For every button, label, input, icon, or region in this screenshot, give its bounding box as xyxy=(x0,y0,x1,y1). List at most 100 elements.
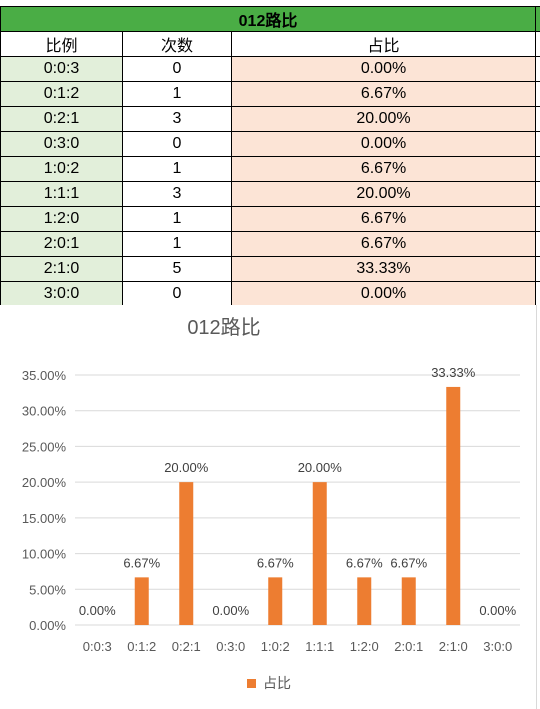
percent-cell[interactable]: 0.00% xyxy=(230,281,537,307)
ratio-cell[interactable]: 0:3:0 xyxy=(0,131,123,157)
blank-cell[interactable] xyxy=(535,231,540,257)
bar[interactable] xyxy=(268,577,283,625)
data-label: 6.67% xyxy=(257,555,294,570)
percent-cell[interactable]: 6.67% xyxy=(230,206,537,232)
table-row: 1:0:2 1 6.67% xyxy=(0,156,540,182)
x-tick-label: 0:2:1 xyxy=(172,639,201,654)
blank-cell[interactable] xyxy=(535,56,540,82)
count-cell[interactable]: 1 xyxy=(122,231,232,257)
table-title[interactable]: 012路比 xyxy=(0,6,537,32)
table-row: 3:0:0 0 0.00% xyxy=(0,281,540,307)
blank-cell[interactable] xyxy=(535,131,540,157)
blank-cell[interactable] xyxy=(535,256,540,282)
ratio-cell[interactable]: 2:0:1 xyxy=(0,231,123,257)
x-tick-label: 2:0:1 xyxy=(394,639,423,654)
percent-cell[interactable]: 6.67% xyxy=(230,156,537,182)
blank-cell[interactable] xyxy=(535,6,540,32)
data-label: 20.00% xyxy=(164,460,209,475)
count-cell[interactable]: 1 xyxy=(122,81,232,107)
data-label: 6.67% xyxy=(346,555,383,570)
data-label: 0.00% xyxy=(212,603,249,618)
bar[interactable] xyxy=(179,482,194,625)
percent-cell[interactable]: 0.00% xyxy=(230,56,537,82)
legend[interactable]: 占比 xyxy=(247,675,291,691)
ratio-cell[interactable]: 0:2:1 xyxy=(0,106,123,132)
y-axis-ticks: 0.00% 5.00% 10.00% 15.00% 20.00% 25.00% 30.00%… xyxy=(22,368,67,633)
header-count[interactable]: 次数 xyxy=(122,31,232,57)
ratio-cell[interactable]: 2:1:0 xyxy=(0,256,123,282)
y-tick-label: 10.00% xyxy=(22,547,67,562)
percent-cell[interactable]: 6.67% xyxy=(230,81,537,107)
y-tick-label: 0.00% xyxy=(29,618,66,633)
table-row: 2:0:1 1 6.67% xyxy=(0,231,540,257)
table-row: 0:3:0 0 0.00% xyxy=(0,131,540,157)
x-tick-label: 2:1:0 xyxy=(439,639,468,654)
legend-swatch xyxy=(247,679,256,688)
ratio-cell[interactable]: 1:0:2 xyxy=(0,156,123,182)
ratio-cell[interactable]: 3:0:0 xyxy=(0,281,123,307)
bar[interactable] xyxy=(357,577,372,625)
x-tick-label: 1:2:0 xyxy=(350,639,379,654)
percent-cell[interactable]: 20.00% xyxy=(230,181,537,207)
data-label: 33.33% xyxy=(431,365,476,380)
ratio-cell[interactable]: 1:1:1 xyxy=(0,181,123,207)
table-title-row: 012路比 xyxy=(0,6,540,32)
count-cell[interactable]: 0 xyxy=(122,281,232,307)
ratio-cell[interactable]: 0:1:2 xyxy=(0,81,123,107)
count-cell[interactable]: 3 xyxy=(122,181,232,207)
y-tick-label: 20.00% xyxy=(22,475,67,490)
data-labels: 0.00% 6.67% 20.00% 0.00% 6.67% 20.00% 6.67% 6.6… xyxy=(79,365,517,618)
data-table: 012路比 比例 次数 占比 0:0:3 0 0.00% 0:1:2 1 6.6… xyxy=(0,6,540,307)
blank-cell[interactable] xyxy=(535,181,540,207)
y-tick-label: 25.00% xyxy=(22,439,67,454)
blank-cell[interactable] xyxy=(535,81,540,107)
chart-canvas: 012路比 0.00% 5.00% 10.00% 15.00% 20.00% 25.00%… xyxy=(22,316,520,691)
bars xyxy=(134,386,461,625)
bar[interactable] xyxy=(312,482,327,625)
data-label: 20.00% xyxy=(298,460,343,475)
percent-cell[interactable]: 20.00% xyxy=(230,106,537,132)
x-axis-ticks: 0:0:3 0:1:2 0:2:1 0:3:0 1:0:2 1:1:1 1:2:0 2:0:1… xyxy=(83,639,512,654)
percent-cell[interactable]: 33.33% xyxy=(230,256,537,282)
blank-cell[interactable] xyxy=(535,206,540,232)
blank-cell[interactable] xyxy=(535,281,540,307)
count-cell[interactable]: 3 xyxy=(122,106,232,132)
x-tick-label: 1:0:2 xyxy=(261,639,290,654)
table-row: 1:2:0 1 6.67% xyxy=(0,206,540,232)
table-row: 0:1:2 1 6.67% xyxy=(0,81,540,107)
table-row: 0:0:3 0 0.00% xyxy=(0,56,540,82)
x-tick-label: 0:3:0 xyxy=(216,639,245,654)
percent-cell[interactable]: 0.00% xyxy=(230,131,537,157)
ratio-cell[interactable]: 0:0:3 xyxy=(0,56,123,82)
table-row: 0:2:1 3 20.00% xyxy=(0,106,540,132)
gridlines xyxy=(75,374,520,626)
count-cell[interactable]: 0 xyxy=(122,56,232,82)
data-label: 6.67% xyxy=(123,555,160,570)
blank-cell[interactable] xyxy=(535,106,540,132)
bar[interactable] xyxy=(401,577,416,625)
count-cell[interactable]: 1 xyxy=(122,206,232,232)
bar[interactable] xyxy=(134,577,149,625)
bar-chart[interactable]: 012路比 0.00% 5.00% 10.00% 15.00% 20.00% 25.00%… xyxy=(0,305,540,709)
count-cell[interactable]: 1 xyxy=(122,156,232,182)
chart-title: 012路比 xyxy=(187,316,260,339)
sheet-top-strip xyxy=(0,0,540,6)
data-label: 6.67% xyxy=(390,555,427,570)
count-cell[interactable]: 0 xyxy=(122,131,232,157)
header-percent[interactable]: 占比 xyxy=(230,31,537,57)
y-tick-label: 30.00% xyxy=(22,404,67,419)
table-header-row: 比例 次数 占比 xyxy=(0,31,540,57)
count-cell[interactable]: 5 xyxy=(122,256,232,282)
bar[interactable] xyxy=(446,386,461,625)
y-tick-label: 35.00% xyxy=(22,368,67,383)
table-row: 1:1:1 3 20.00% xyxy=(0,181,540,207)
blank-cell[interactable] xyxy=(535,156,540,182)
x-tick-label: 0:1:2 xyxy=(127,639,156,654)
header-ratio[interactable]: 比例 xyxy=(0,31,123,57)
blank-cell[interactable] xyxy=(535,31,540,57)
data-label: 0.00% xyxy=(479,603,516,618)
x-tick-label: 3:0:0 xyxy=(483,639,512,654)
x-tick-label: 1:1:1 xyxy=(305,639,334,654)
ratio-cell[interactable]: 1:2:0 xyxy=(0,206,123,232)
percent-cell[interactable]: 6.67% xyxy=(230,231,537,257)
